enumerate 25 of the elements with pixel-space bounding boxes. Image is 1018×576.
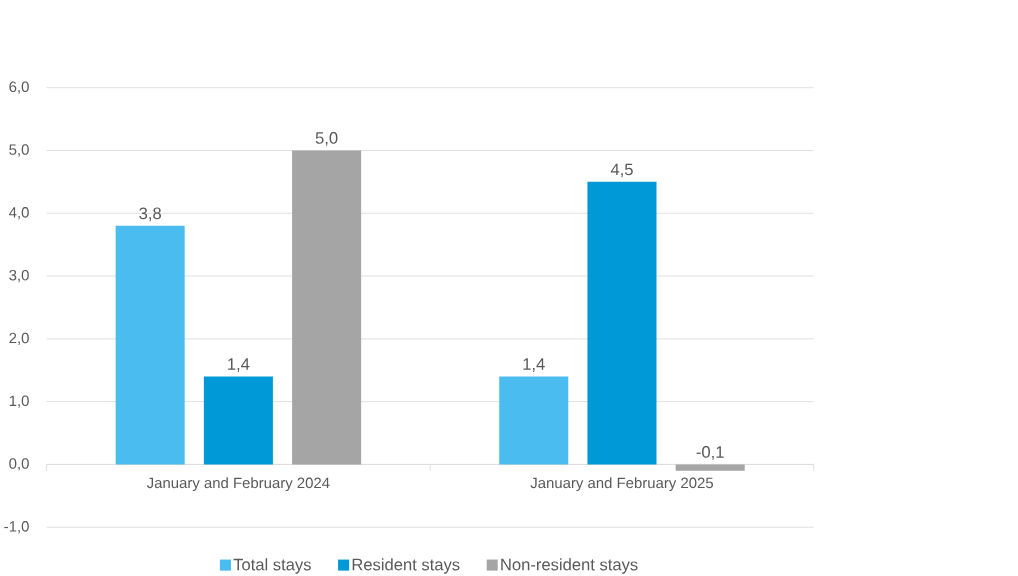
- bar: [115, 225, 185, 465]
- legend-label: Total stays: [233, 558, 311, 574]
- y-tick-label: 3,0: [9, 269, 29, 283]
- data-label: 1,4: [523, 358, 545, 372]
- y-tick-label: 2,0: [9, 332, 29, 345]
- y-tick-label: 6,0: [9, 81, 29, 94]
- legend-label: Non-resident stays: [501, 558, 638, 574]
- bar: [292, 150, 362, 465]
- y-tick-label: -1,0: [4, 520, 29, 534]
- y-tick-label: 0,0: [9, 458, 29, 471]
- bar: [587, 181, 657, 465]
- y-tick-label: 5,0: [9, 144, 29, 157]
- bar: [203, 376, 273, 465]
- legend-label: Resident stays: [352, 558, 460, 574]
- data-label: -0,1: [696, 445, 724, 460]
- bar: [675, 464, 745, 471]
- x-tick-label: January and February 2024: [146, 477, 330, 491]
- data-label: 1,4: [228, 358, 250, 372]
- x-tick-label: January and February 2025: [530, 477, 714, 491]
- y-tick-label: 1,0: [9, 395, 29, 408]
- data-label: 5,0: [315, 131, 338, 146]
- data-label: 3,8: [139, 207, 161, 221]
- bar: [499, 376, 569, 465]
- y-tick-label: 4,0: [9, 206, 29, 220]
- data-label: 4,5: [610, 163, 633, 178]
